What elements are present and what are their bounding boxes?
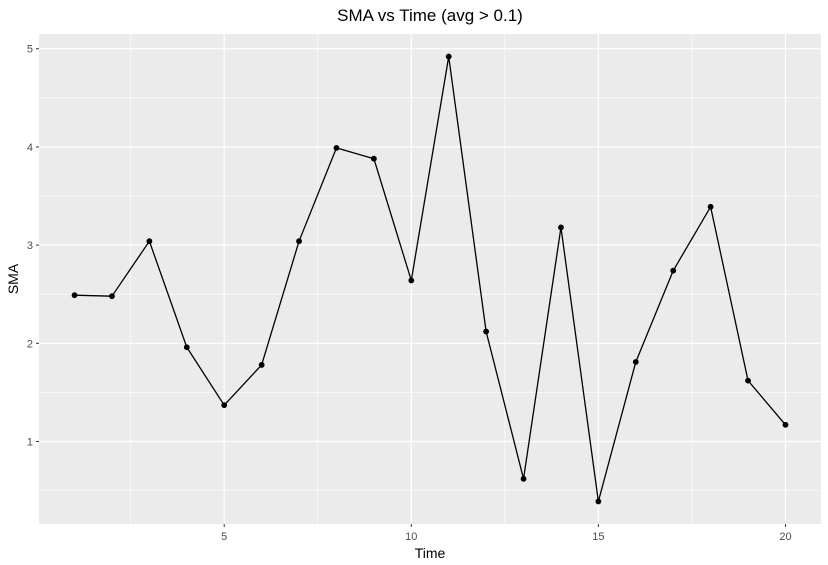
y-axis-title: SMA	[5, 263, 21, 294]
data-point	[221, 402, 228, 409]
y-tick-label: 1	[27, 437, 33, 449]
data-point	[632, 359, 639, 365]
data-point	[109, 293, 115, 300]
data-point	[408, 277, 415, 284]
chart-title: SMA vs Time (avg > 0.1)	[337, 6, 523, 25]
series-line	[74, 55, 786, 503]
x-tick-label: 5	[221, 531, 227, 543]
data-point	[707, 203, 714, 210]
y-tick-label: 5	[27, 44, 33, 56]
y-tick-label: 4	[27, 142, 33, 154]
x-tick-label: 20	[779, 531, 791, 543]
plot-panel	[39, 34, 821, 524]
data-point	[258, 362, 265, 368]
data-point	[558, 224, 564, 231]
series-layer	[71, 53, 789, 505]
data-point	[445, 53, 452, 60]
data-point	[183, 344, 190, 351]
y-axis-ticks: 1 2 3 4 5	[27, 44, 39, 449]
data-point	[782, 421, 789, 428]
data-point	[296, 238, 302, 245]
data-point	[483, 328, 490, 335]
data-point	[595, 498, 602, 505]
data-point	[745, 377, 751, 384]
data-point	[520, 475, 527, 482]
data-point	[146, 238, 153, 245]
x-axis-title: Time	[415, 545, 446, 561]
data-point	[670, 267, 677, 274]
x-axis-ticks: 5 10 15 20	[221, 524, 792, 543]
y-tick-label: 2	[27, 338, 33, 350]
grid-minor	[39, 34, 821, 524]
data-point	[71, 292, 78, 299]
y-tick-label: 3	[27, 240, 33, 252]
data-point	[333, 145, 340, 151]
x-tick-label: 10	[405, 531, 417, 543]
data-point	[370, 155, 377, 162]
x-tick-label: 15	[592, 531, 604, 543]
